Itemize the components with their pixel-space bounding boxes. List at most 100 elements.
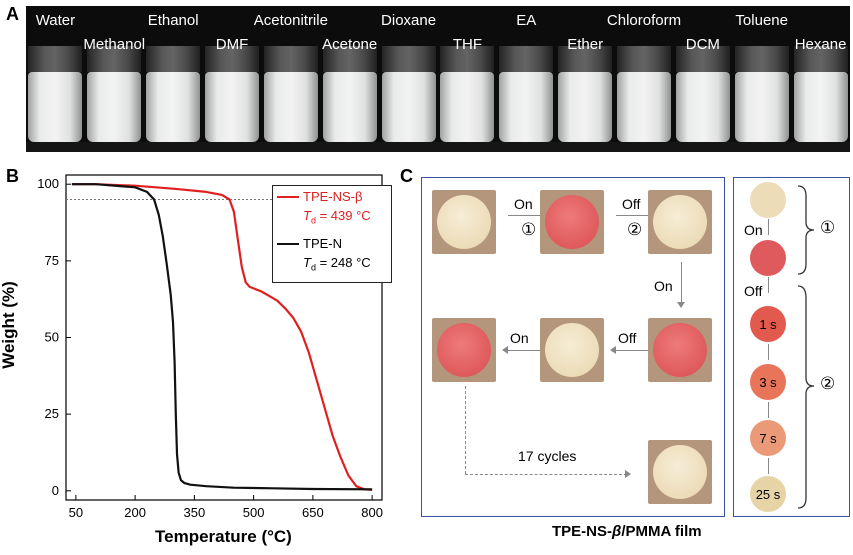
vial-dmf [205,72,259,142]
fade-arrow-1 [768,219,769,235]
y-tick-label: 25 [45,406,59,421]
vial-neck [322,46,377,72]
fade-arrow-3 [768,344,769,360]
fade-disk-25s: 25 s [750,476,786,512]
arrowhead-left-2 [610,346,616,354]
tga-chart-panel: 50 200 350 500 650 800 0 25 50 75 100 TPE-NS-β Td … [0,160,400,550]
vial-neck [440,46,495,72]
arrow-label-off-2: Off [618,330,637,346]
arrowhead-down-1 [677,302,685,308]
panel-label-b: B [6,166,19,186]
film-photo-off-1 [648,190,712,254]
film-photo-initial [432,190,496,254]
fade-step-1: ① [820,218,836,237]
x-tick-label: 650 [302,505,324,520]
vial-ether [558,72,613,142]
step-braces [797,185,815,509]
legend-swatch-tpe-ns [277,196,299,198]
vial-label: Acetonitrile [253,12,328,29]
vial-label: EA [516,12,537,29]
vial-toluene [734,72,789,142]
vial-neck [87,46,142,72]
series-line-0 [71,183,373,491]
arrow-label-on-3: On [510,330,529,346]
vial-label: Ethanol [147,12,199,29]
vial-hexane [793,72,848,142]
fade-arrow-2 [768,277,769,293]
arrow-right-1 [508,215,548,216]
vial-neck [499,46,554,72]
fade-time-1s: 1 s [759,316,777,332]
vial-label: DCM [685,36,720,53]
vial-neck [381,46,436,72]
film-photo-final [648,440,712,504]
fade-label-on: On [744,222,763,238]
step-marker-1: ① [521,220,537,239]
cycles-count-label: 17 cycles [518,448,577,464]
vial-dcm [675,72,730,142]
y-tick-label: 75 [45,253,59,268]
vial-label: Methanol [83,36,146,53]
panel-label-c: C [400,166,413,186]
vial-label: Hexane [794,36,847,53]
vial-neck [28,46,83,72]
fade-time-25s: 25 s [755,486,781,502]
fade-arrow-4 [768,402,769,418]
arrowhead-left-1 [502,346,508,354]
fade-arrow-5 [768,458,769,474]
panel-c-caption: TPE-NS-β/PMMA film [552,523,702,540]
dashed-line-horizontal [465,474,627,475]
legend-td-tpe-n: Td = 248 °C [303,255,371,273]
fading-time-box: On Off 1 s 3 s 7 s 25 s ① ② [733,177,850,517]
vial-label: Toluene [735,12,788,29]
fade-time-7s: 7 s [759,430,777,446]
fade-time-3s: 3 s [759,374,777,390]
fade-step-2: ② [820,374,836,393]
vial-neck [617,46,671,72]
fade-disk-on [750,240,786,276]
vial-chloroform [617,72,671,142]
x-tick-label: 50 [69,505,83,520]
vial-neck [558,46,613,72]
vial-label: Water [35,12,76,29]
series-line-1 [71,183,373,491]
x-tick-label: 500 [243,505,265,520]
legend-label-tpe-ns: TPE-NS-β [303,189,363,204]
step-marker-2: ② [627,220,643,239]
legend-swatch-tpe-n [277,243,299,245]
vial-acetone [322,72,377,142]
solvent-vials-photo: Water Methanol Ethanol DMF Acetonitrile Aceto… [26,6,850,152]
vial-ethanol [146,72,201,142]
fade-disk-3s: 3 s [750,364,786,400]
vial-methanol [87,72,142,142]
vial-neck [146,46,201,72]
vial-label: Dioxane [381,12,437,29]
vial-label: Ether [567,36,604,53]
arrow-down-1 [681,262,682,304]
vial-label: DMF [215,36,249,53]
y-tick-label: 50 [45,330,59,345]
vial-thf [440,72,495,142]
vial-neck [675,46,730,72]
legend-label-tpe-n: TPE-N [303,236,342,251]
arrow-label-on-1: On [514,196,533,212]
film-photo-off-2 [540,318,604,382]
vial-acetonitrile [263,72,318,142]
vial-neck [205,46,259,72]
x-tick-label: 350 [184,505,206,520]
film-photo-on-2 [648,318,712,382]
vial-water [28,72,83,142]
vial-neck [263,46,318,72]
y-axis-label: Weight (%) [0,281,18,369]
arrow-right-2 [616,215,656,216]
x-tick-label: 800 [361,505,383,520]
x-axis-label: Temperature (°C) [155,527,292,546]
fade-disk-7s: 7 s [750,420,786,456]
tga-chart: 50 200 350 500 650 800 0 25 50 75 100 [37,174,383,520]
vial-neck [734,46,789,72]
panel-label-a: A [6,4,19,24]
cycle-main-box: On ① Off ② On On Off 17 cycles [421,177,725,517]
vial-label: THF [452,36,483,53]
y-tick-label: 100 [37,176,59,191]
fade-label-off: Off [744,283,763,299]
